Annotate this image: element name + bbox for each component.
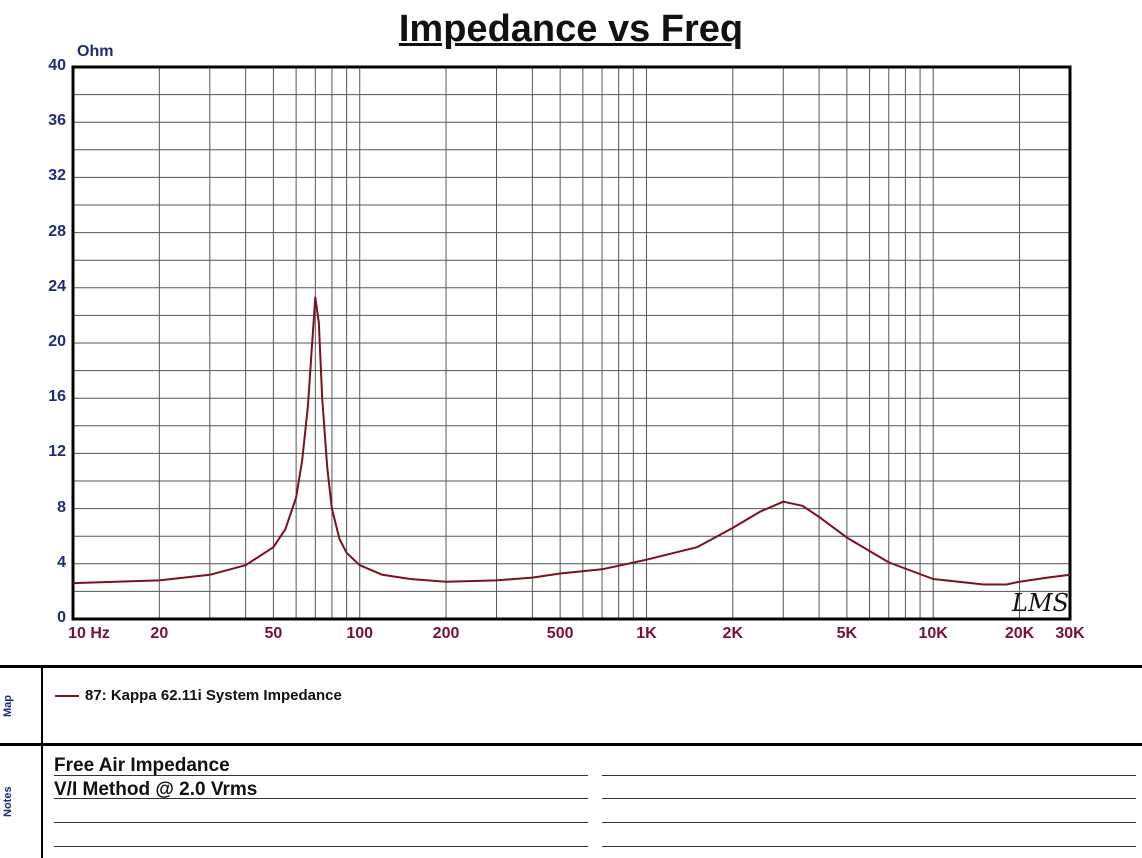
note-line-2: V/I Method @ 2.0 Vrms [54, 779, 258, 800]
y-tick-label: 20 [48, 333, 66, 350]
note-rule [54, 775, 588, 776]
legend-label: 87: Kappa 62.11i System Impedance [85, 687, 342, 704]
y-tick-label: 28 [48, 222, 66, 240]
note-rule [54, 798, 588, 799]
plot-frame [71, 65, 1072, 621]
y-tick-label: 0 [57, 609, 66, 626]
note-rule [54, 822, 588, 823]
x-tick-label: 500 [546, 625, 574, 642]
y-tick-label: 4 [57, 553, 66, 571]
map-label: Map [2, 695, 14, 717]
notes-panel-top-rule [0, 743, 1142, 746]
impedance-curve [72, 296, 1071, 586]
y-axis-unit: Ohm [77, 43, 114, 60]
panel-side-divider [41, 666, 43, 858]
y-tick-label: 36 [48, 112, 66, 130]
note-rule [602, 775, 1136, 776]
y-tick-label: 24 [48, 277, 66, 295]
map-panel-top-rule [0, 665, 1142, 668]
note-rule [602, 798, 1136, 799]
x-tick-label: 10K [918, 625, 948, 642]
x-tick-label: 2K [722, 625, 743, 642]
x-tick-label: 10 Hz [68, 625, 110, 642]
note-line-1: Free Air Impedance [54, 755, 230, 776]
x-tick-label: 5K [836, 625, 858, 642]
legend-swatch [55, 694, 79, 697]
note-rule [602, 822, 1136, 823]
y-tick-label: 16 [48, 388, 66, 406]
x-tick-label: 20K [1004, 625, 1035, 642]
notes-label: Notes [2, 786, 14, 818]
x-tick-label: 1K [636, 625, 657, 642]
note-rule [54, 846, 588, 847]
x-tick-label: 100 [346, 625, 374, 642]
y-tick-label: 8 [57, 498, 66, 516]
x-tick-label: 20 [150, 625, 169, 642]
chart-title: Impedance vs Freq [398, 8, 744, 50]
lms-logo: LMS [1011, 589, 1069, 617]
impedance-chart: LMS [71, 65, 1072, 621]
y-tick-label: 12 [48, 443, 66, 461]
x-tick-label: 50 [264, 625, 283, 642]
note-rule [602, 846, 1136, 847]
x-tick-label: 200 [432, 625, 460, 642]
x-tick-label: 30K [1055, 625, 1085, 642]
y-tick-label: 40 [48, 57, 66, 74]
y-tick-label: 32 [48, 167, 66, 185]
legend-entry: 87: Kappa 62.11i System Impedance [55, 687, 342, 704]
